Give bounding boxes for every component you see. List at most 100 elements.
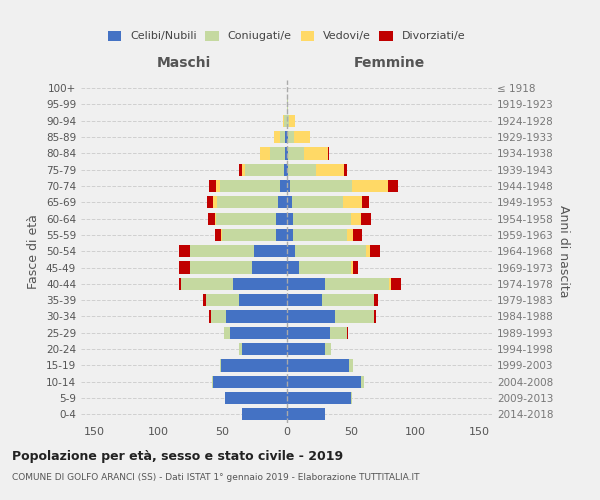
Bar	[280, 131, 285, 143]
Bar	[287, 196, 292, 208]
Bar	[287, 310, 335, 322]
Bar	[221, 360, 287, 372]
Bar	[245, 164, 284, 176]
Bar	[284, 114, 287, 127]
Bar	[220, 360, 221, 372]
Bar	[352, 180, 388, 192]
Bar	[287, 294, 322, 306]
Bar	[215, 212, 216, 224]
Bar	[206, 294, 239, 306]
Bar	[299, 262, 351, 274]
Bar	[276, 212, 287, 224]
Bar	[216, 212, 276, 224]
Bar	[233, 278, 287, 290]
Bar	[287, 278, 325, 290]
Bar	[242, 343, 287, 355]
Bar	[217, 196, 278, 208]
Bar	[335, 310, 374, 322]
Bar	[239, 343, 242, 355]
Legend: Celibi/Nubili, Coniugati/e, Vedovi/e, Divorziati/e: Celibi/Nubili, Coniugati/e, Vedovi/e, Di…	[104, 28, 469, 45]
Bar	[216, 180, 220, 192]
Bar	[289, 114, 295, 127]
Bar	[220, 180, 280, 192]
Bar	[325, 343, 331, 355]
Bar	[179, 262, 190, 274]
Bar	[293, 212, 351, 224]
Bar	[222, 229, 276, 241]
Bar	[353, 262, 358, 274]
Bar	[389, 278, 391, 290]
Bar	[203, 294, 206, 306]
Bar	[285, 148, 287, 160]
Text: Femmine: Femmine	[353, 56, 425, 70]
Bar	[278, 196, 287, 208]
Bar	[344, 164, 347, 176]
Bar	[353, 229, 362, 241]
Bar	[181, 278, 233, 290]
Bar	[287, 376, 361, 388]
Bar	[388, 180, 398, 192]
Bar	[190, 245, 254, 258]
Text: Popolazione per età, sesso e stato civile - 2019: Popolazione per età, sesso e stato civil…	[12, 450, 343, 463]
Bar	[283, 114, 284, 127]
Bar	[316, 164, 344, 176]
Bar	[347, 229, 353, 241]
Bar	[370, 245, 380, 258]
Bar	[287, 326, 330, 339]
Bar	[287, 98, 288, 110]
Bar	[330, 326, 347, 339]
Bar	[287, 131, 288, 143]
Bar	[274, 131, 280, 143]
Bar	[290, 180, 352, 192]
Bar	[366, 245, 370, 258]
Bar	[215, 229, 221, 241]
Bar	[225, 392, 287, 404]
Bar	[361, 212, 371, 224]
Bar	[224, 326, 230, 339]
Bar	[361, 376, 364, 388]
Y-axis label: Fasce di età: Fasce di età	[28, 214, 40, 288]
Bar	[213, 376, 287, 388]
Bar	[287, 245, 295, 258]
Bar	[287, 180, 290, 192]
Bar	[304, 148, 328, 160]
Bar	[212, 376, 213, 388]
Bar	[391, 278, 401, 290]
Bar	[270, 148, 285, 160]
Bar	[230, 326, 287, 339]
Bar	[287, 262, 299, 274]
Bar	[207, 196, 213, 208]
Bar	[328, 148, 329, 160]
Bar	[254, 245, 287, 258]
Bar	[242, 164, 245, 176]
Bar	[208, 212, 215, 224]
Bar	[325, 278, 389, 290]
Bar	[284, 164, 287, 176]
Bar	[239, 294, 287, 306]
Bar	[292, 196, 343, 208]
Bar	[287, 360, 349, 372]
Bar	[213, 196, 217, 208]
Bar	[221, 229, 222, 241]
Bar	[276, 229, 287, 241]
Bar	[287, 164, 288, 176]
Bar	[294, 131, 310, 143]
Bar	[287, 212, 293, 224]
Bar	[242, 408, 287, 420]
Bar	[347, 326, 348, 339]
Bar	[288, 148, 304, 160]
Bar	[343, 196, 362, 208]
Bar	[288, 131, 294, 143]
Bar	[351, 212, 361, 224]
Y-axis label: Anni di nascita: Anni di nascita	[557, 205, 570, 298]
Text: COMUNE DI GOLFO ARANCI (SS) - Dati ISTAT 1° gennaio 2019 - Elaborazione TUTTITAL: COMUNE DI GOLFO ARANCI (SS) - Dati ISTAT…	[12, 472, 419, 482]
Bar	[287, 343, 325, 355]
Bar	[287, 229, 293, 241]
Bar	[288, 164, 316, 176]
Bar	[374, 294, 377, 306]
Bar	[209, 180, 216, 192]
Bar	[351, 262, 353, 274]
Bar	[252, 262, 287, 274]
Text: Maschi: Maschi	[157, 56, 211, 70]
Bar	[285, 131, 287, 143]
